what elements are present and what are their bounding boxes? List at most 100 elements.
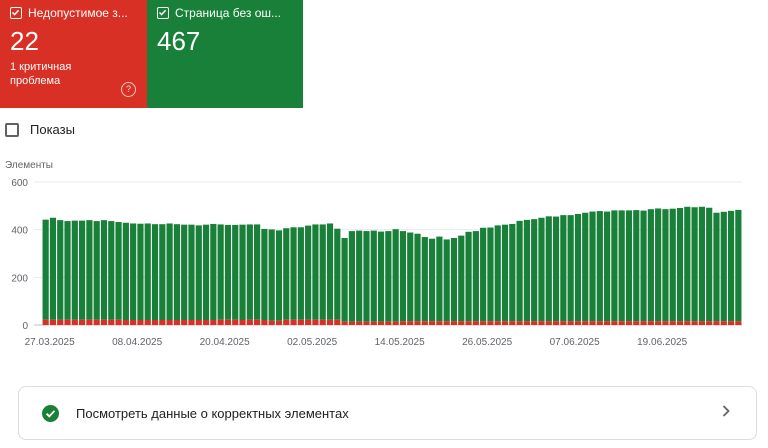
invalid-bar	[93, 319, 100, 325]
valid-bar	[625, 210, 633, 322]
invalid-bar	[173, 319, 180, 325]
invalid-bar	[79, 319, 86, 325]
valid-bar	[684, 206, 691, 322]
invalid-bar	[385, 321, 392, 325]
invalid-bar	[698, 321, 705, 325]
invalid-bar	[509, 321, 516, 325]
invalid-bar	[676, 321, 684, 325]
valid-bar	[246, 224, 253, 320]
valid-bar	[640, 210, 647, 322]
invalid-bar	[195, 319, 202, 325]
invalid-bar	[604, 321, 611, 325]
valid-bar	[582, 212, 589, 322]
valid-bar	[392, 229, 399, 322]
impressions-toggle[interactable]: Показы	[5, 122, 75, 137]
invalid-bar	[640, 321, 647, 325]
valid-bar	[188, 224, 195, 320]
invalid-bar	[49, 319, 57, 325]
valid-bar	[720, 211, 727, 322]
help-icon[interactable]: ?	[121, 82, 136, 97]
check-circle-icon	[42, 404, 59, 422]
invalid-bar	[348, 321, 355, 325]
valid-bar	[647, 209, 654, 322]
valid-bar	[108, 221, 115, 320]
invalid-bar	[334, 319, 341, 325]
invalid-card-label: Недопустимое з...	[28, 6, 128, 20]
valid-bar	[589, 211, 596, 322]
invalid-bar	[122, 319, 129, 325]
invalid-bar	[443, 321, 450, 325]
valid-bar	[713, 212, 720, 322]
valid-bar	[283, 228, 290, 320]
invalid-bar	[662, 321, 669, 325]
view-valid-items-row[interactable]: Посмотреть данные о корректных элементах	[18, 386, 757, 440]
view-valid-items-label: Посмотреть данные о корректных элементах	[76, 405, 349, 421]
checkbox-unchecked-icon[interactable]	[5, 122, 19, 137]
valid-bar	[669, 208, 676, 322]
valid-bar	[676, 207, 684, 322]
invalid-bar	[181, 319, 188, 325]
invalid-bar	[574, 321, 582, 325]
valid-bar	[312, 224, 319, 320]
valid-bar	[79, 220, 86, 320]
valid-bar	[297, 227, 304, 320]
invalid-card[interactable]: Недопустимое з... 22 1 критичная проблем…	[0, 0, 147, 108]
invalid-bar	[494, 321, 501, 325]
valid-bar	[49, 217, 57, 320]
invalid-bar	[268, 320, 275, 325]
invalid-bar	[655, 321, 662, 325]
valid-bar	[662, 209, 669, 322]
x-tick-label: 26.05.2025	[462, 337, 512, 348]
valid-bar	[501, 224, 509, 322]
valid-bar	[42, 219, 49, 320]
invalid-bar	[108, 319, 115, 325]
invalid-bar	[57, 319, 64, 325]
valid-bar	[450, 238, 458, 322]
checkbox-checked-icon[interactable]	[10, 7, 22, 19]
valid-bar	[130, 223, 137, 320]
valid-bar	[122, 222, 129, 320]
checkbox-checked-icon[interactable]	[157, 7, 169, 19]
x-tick-label: 07.06.2025	[550, 337, 600, 348]
invalid-bar	[720, 321, 727, 325]
valid-bar	[275, 230, 283, 321]
invalid-bar	[545, 321, 552, 325]
valid-bar	[144, 223, 151, 320]
valid-bar	[560, 215, 567, 322]
invalid-bar	[421, 321, 428, 325]
valid-bar	[399, 231, 407, 322]
invalid-bar	[472, 321, 479, 325]
valid-bar	[64, 221, 71, 320]
valid-bar	[151, 224, 159, 320]
valid-bar	[494, 225, 501, 322]
valid-bar	[326, 223, 334, 320]
invalid-bar	[523, 321, 530, 325]
invalid-bar	[261, 319, 268, 325]
invalid-bar	[363, 321, 370, 325]
impressions-label: Показы	[30, 122, 75, 137]
invalid-bar	[552, 321, 560, 325]
valid-bar	[232, 224, 239, 320]
invalid-bar	[64, 319, 71, 325]
invalid-bar	[115, 319, 122, 325]
invalid-bar	[596, 321, 603, 325]
valid-count: 467	[157, 26, 201, 56]
invalid-bar	[283, 319, 290, 325]
valid-bar	[509, 223, 516, 322]
valid-bar	[254, 224, 261, 320]
help-icon[interactable]: ?	[425, 82, 440, 97]
invalid-bar	[341, 321, 348, 325]
x-tick-label: 20.04.2025	[200, 337, 250, 348]
invalid-bar	[450, 321, 458, 325]
invalid-bar	[647, 321, 654, 325]
valid-bar	[735, 209, 742, 322]
invalid-bar	[727, 321, 735, 325]
invalid-bar	[312, 319, 319, 325]
y-axis-title: Элементы	[5, 160, 53, 171]
valid-card[interactable]: Страница без ош... 467 ?	[147, 0, 440, 108]
invalid-bar	[684, 321, 691, 325]
invalid-bar	[239, 319, 246, 325]
valid-bar	[57, 220, 64, 320]
invalid-bar	[370, 321, 377, 325]
valid-bar	[377, 231, 385, 322]
